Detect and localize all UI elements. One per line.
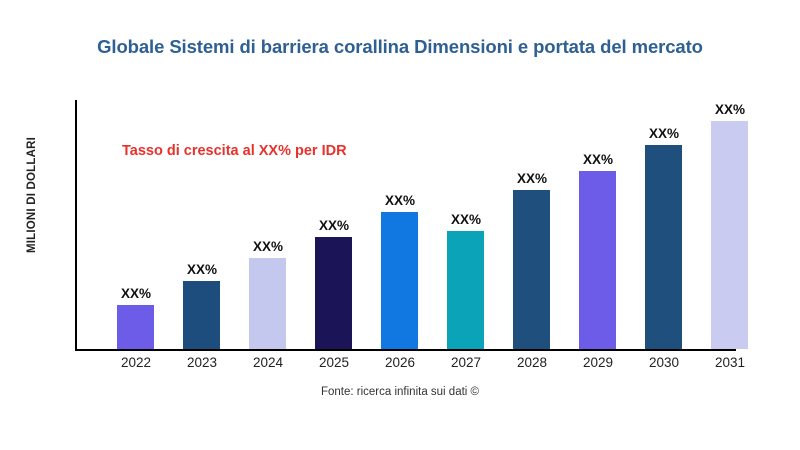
x-axis-tick-label: 2029 [582,355,614,370]
bar-value-label: XX% [318,218,349,233]
x-axis-tick-label: 2026 [384,355,416,370]
plot-area: Tasso di crescita al XX% per IDR XX% 2022… [75,99,800,370]
growth-rate-annotation: Tasso di crescita al XX% per IDR [122,143,347,159]
x-axis-tick-label: 2022 [120,355,152,370]
bar-value-label: XX% [516,171,547,186]
x-axis-tick-label: 2028 [516,355,548,370]
bar-group: XX% 2027 [433,99,499,370]
x-axis-tick-label: 2023 [186,355,218,370]
y-axis-title-container: MILIONI DI DOLLARI [20,75,44,315]
bar-group: XX% 2022 [103,99,169,370]
bar[interactable] [117,305,154,349]
bar-value-label: XX% [120,286,151,301]
bar-value-label: XX% [252,239,283,254]
chart-title: Globale Sistemi di barriera corallina Di… [97,36,703,57]
x-axis-line [75,349,736,351]
bar[interactable] [447,231,484,349]
bar-group: XX% 2029 [565,99,631,370]
source-note: Fonte: ricerca infinita sui dati © [320,386,480,398]
bar-group: XX% 2023 [169,99,235,370]
bar-value-label: XX% [450,212,481,227]
bar[interactable] [183,281,220,349]
y-axis-line [75,100,77,350]
bar-group: XX% 2028 [499,99,565,370]
x-axis-tick-label: 2031 [714,355,746,370]
bar-group: XX% 2030 [631,99,697,370]
bar-group: XX% 2026 [367,99,433,370]
bar-value-label: XX% [714,102,745,117]
bar-group: XX% 2025 [301,99,367,370]
bar[interactable] [579,171,616,349]
bar[interactable] [645,145,682,349]
bar-group: XX% 2024 [235,99,301,370]
x-axis-tick-label: 2030 [648,355,680,370]
bar[interactable] [513,190,550,349]
bar[interactable] [315,237,352,349]
bar[interactable] [381,212,418,349]
x-axis-tick-label: 2024 [252,355,284,370]
bar-value-label: XX% [186,262,217,277]
x-axis-tick-label: 2025 [318,355,350,370]
bar-value-label: XX% [384,193,415,208]
bar-value-label: XX% [582,152,613,167]
x-axis-tick-label: 2027 [450,355,482,370]
y-axis-title: MILIONI DI DOLLARI [26,136,39,254]
bar-value-label: XX% [648,126,679,141]
bar[interactable] [711,121,748,349]
bar-group: XX% 2031 [697,99,763,370]
bar[interactable] [249,258,286,349]
